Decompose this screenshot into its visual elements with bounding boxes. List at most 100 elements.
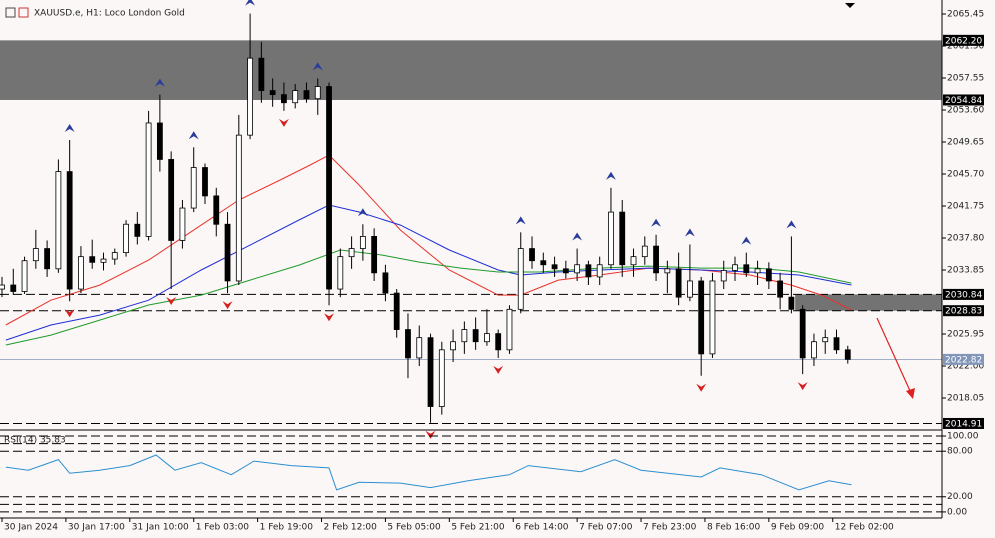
x-tick-label: 30 Jan 17:00 (68, 523, 125, 533)
candle-body (732, 264, 738, 271)
fractal-down (324, 313, 335, 322)
fractal-down (696, 383, 707, 392)
y-tick-label: 2061.50 (947, 42, 984, 52)
rsi-tick-label: 20.00 (947, 492, 973, 502)
header-icons (5, 7, 29, 18)
candle-body (371, 236, 378, 274)
x-tick-label: 1 Feb 19:00 (260, 523, 314, 533)
candle-body (765, 268, 772, 282)
candle-body (66, 171, 73, 290)
candle-body (78, 256, 84, 290)
candle-body (89, 256, 96, 263)
level-label: 2030.84 (945, 290, 982, 300)
x-tick-label: 7 Feb 07:00 (579, 523, 633, 533)
fractal-up (312, 62, 323, 71)
candle-body (472, 329, 479, 343)
candle-body (190, 167, 197, 209)
fractal-up (357, 208, 368, 217)
x-tick-label: 2 Feb 12:00 (324, 523, 378, 533)
x-tick-label: 6 Feb 14:00 (515, 523, 569, 533)
candle-body (585, 264, 592, 278)
fractal-up (154, 78, 165, 87)
level-label: 2014.91 (945, 419, 982, 429)
fractal-up (245, 0, 256, 6)
x-tick-label: 8 Feb 16:00 (707, 523, 761, 533)
candle-body (213, 195, 220, 225)
chart-title: XAUUSD.e, H1: Loco London Gold (34, 9, 185, 19)
forecast-arrow-head (906, 388, 915, 399)
candle-body (314, 86, 321, 100)
zone (795, 294, 942, 311)
candle-body (698, 280, 705, 355)
rsi-label: RSI(14) 35.83 (4, 436, 66, 446)
y-tick-label: 2022.00 (947, 362, 984, 372)
candle-body (529, 248, 535, 262)
x-tick-label: 1 Feb 03:00 (196, 523, 250, 533)
candle-body (630, 256, 637, 266)
candle-body (348, 248, 355, 258)
candle-body (484, 333, 490, 343)
level-label: 2062.20 (945, 36, 982, 46)
moving-average (5, 154, 852, 326)
y-tick-label: 2037.80 (947, 234, 984, 244)
candle-body (111, 252, 118, 260)
candle-body (337, 256, 344, 290)
candle-body (427, 337, 434, 407)
candle-body (562, 268, 569, 274)
candle-body (799, 308, 806, 359)
candle-body (811, 341, 817, 359)
candle-body (416, 337, 423, 359)
candle-body (292, 90, 299, 104)
candle-body (506, 308, 513, 351)
level-label-box (943, 417, 984, 429)
candle-body (32, 248, 39, 262)
level-label-box (943, 353, 984, 365)
x-tick-label: 5 Feb 05:00 (387, 523, 441, 533)
y-tick-label: 2033.85 (947, 266, 984, 276)
fractal-up (572, 232, 583, 241)
rsi-tick-label: 0.00 (947, 507, 967, 517)
fractal-down (797, 382, 808, 391)
candle-body (393, 292, 400, 330)
level-label-box (943, 288, 984, 300)
x-tick-label: 9 Feb 09:00 (771, 523, 825, 533)
forecast-arrow (876, 317, 912, 394)
candle-body (123, 223, 129, 254)
level-label-box (943, 34, 984, 46)
candle-body (179, 207, 186, 241)
candle-body (134, 223, 141, 237)
x-tick-label: 31 Jan 10:00 (132, 523, 189, 533)
candle-body (359, 236, 366, 249)
candle-body (754, 268, 761, 274)
candle-body (202, 167, 208, 197)
fractal-down (493, 365, 504, 374)
shift-marker (845, 3, 855, 8)
candle-body (517, 248, 524, 310)
y-tick-label: 2065.45 (947, 10, 984, 20)
candle-body (303, 90, 310, 100)
fractal-up (605, 171, 616, 180)
y-tick-label: 2057.55 (947, 74, 984, 84)
candle-body (168, 159, 175, 241)
candle-body (461, 329, 468, 343)
rsi-line (5, 454, 852, 491)
rsi-tick-label: 80.00 (947, 447, 973, 457)
candle-body (687, 280, 693, 298)
y-tick-label: 2049.65 (947, 138, 984, 148)
zone (0, 40, 942, 100)
candle-body (743, 264, 750, 274)
candle-body (235, 134, 242, 282)
candle-body (777, 280, 784, 298)
x-tick-label: 7 Feb 23:00 (643, 523, 697, 533)
candle-body (21, 260, 28, 292)
level-label: 2022.82 (945, 355, 982, 365)
candle-body (382, 272, 389, 294)
fractal-down (64, 309, 75, 318)
icon (5, 7, 16, 18)
candle-body (574, 264, 581, 274)
x-tick-label: 12 Feb 02:00 (835, 523, 894, 533)
candle-body (653, 245, 659, 274)
candle-body (788, 296, 795, 310)
x-tick-label: 30 Jan 2024 (4, 523, 58, 533)
